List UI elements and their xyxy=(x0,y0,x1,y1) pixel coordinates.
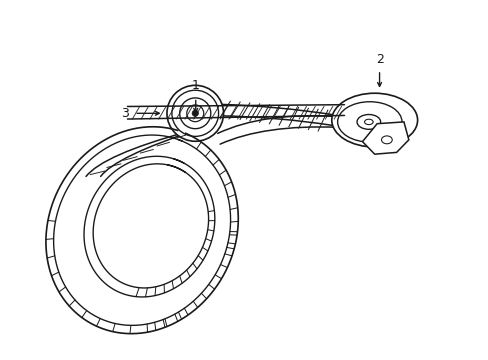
Polygon shape xyxy=(362,122,408,154)
Ellipse shape xyxy=(179,98,210,129)
Ellipse shape xyxy=(172,90,218,136)
Ellipse shape xyxy=(364,119,372,125)
Ellipse shape xyxy=(356,114,380,129)
Ellipse shape xyxy=(166,85,223,141)
Text: 1: 1 xyxy=(191,79,199,92)
Ellipse shape xyxy=(331,93,417,147)
Text: 3: 3 xyxy=(122,107,129,120)
Ellipse shape xyxy=(192,110,198,116)
Ellipse shape xyxy=(186,105,203,122)
Text: 2: 2 xyxy=(375,53,383,66)
Ellipse shape xyxy=(337,102,401,142)
Ellipse shape xyxy=(381,136,391,144)
